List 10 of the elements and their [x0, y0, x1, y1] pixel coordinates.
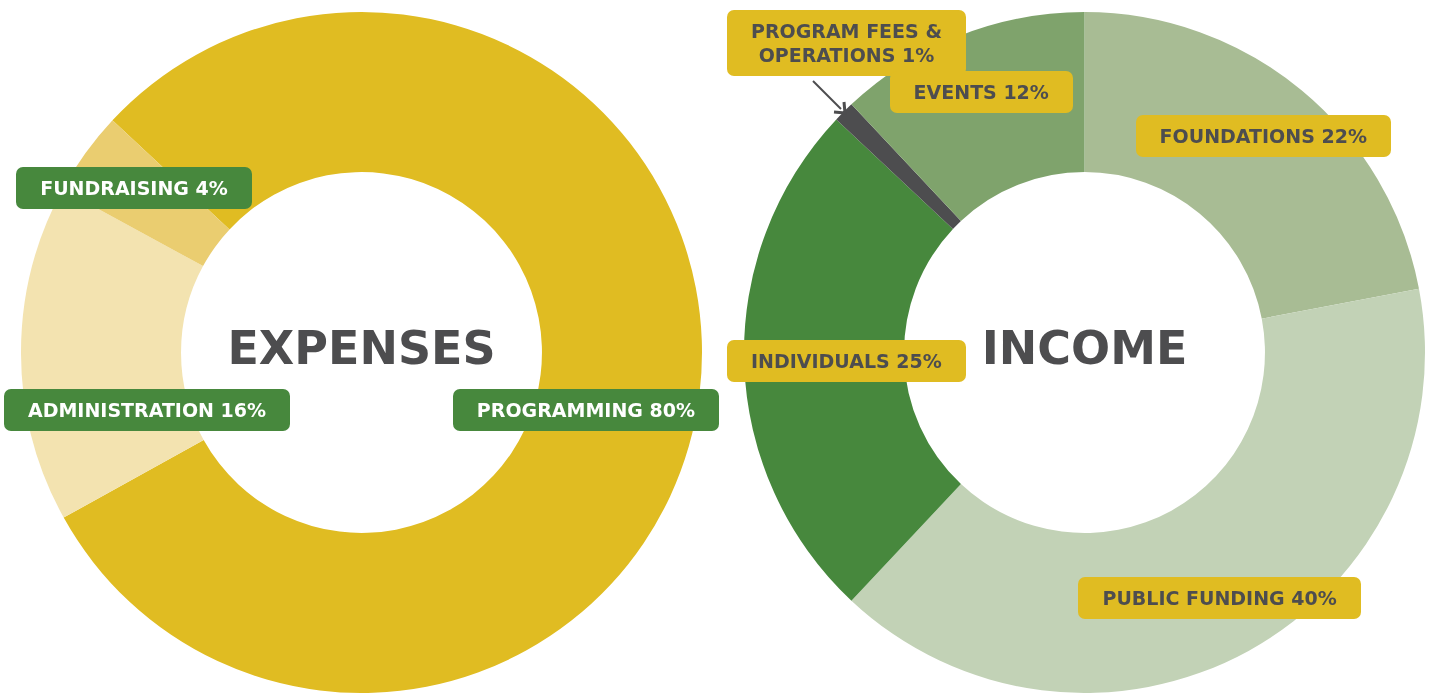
- slice-label: PUBLIC FUNDING 40%: [1078, 577, 1361, 620]
- text: INCOME: [981, 321, 1188, 376]
- slice-label: PROGRAMMING 80%: [452, 388, 719, 431]
- slice-label: PROGRAM FEES & OPERATIONS 1%: [727, 10, 966, 77]
- slice-label: FUNDRAISING 4%: [16, 167, 252, 210]
- slice-label: ADMINISTRATION 16%: [4, 388, 291, 431]
- slice-label: FOUNDATIONS 22%: [1135, 115, 1391, 158]
- text: EXPENSES: [227, 321, 496, 376]
- slice-label: EVENTS 12%: [889, 70, 1073, 113]
- slice-label: INDIVIDUALS 25%: [727, 340, 966, 383]
